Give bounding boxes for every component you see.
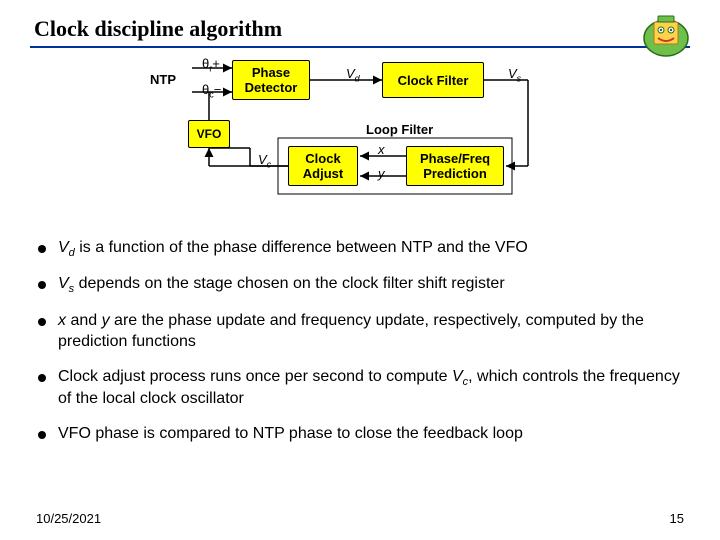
clock-adjust-label: ClockAdjust	[303, 151, 343, 181]
clock-filter-label: Clock Filter	[398, 73, 469, 88]
loop-filter-label: Loop Filter	[366, 122, 433, 137]
vc-label: Vc	[258, 152, 271, 170]
bullet-text: Vd is a function of the phase difference…	[58, 238, 690, 260]
bullet-text: x and y are the phase update and frequen…	[58, 311, 690, 353]
bullet-text: Vs depends on the stage chosen on the cl…	[58, 274, 690, 296]
mascot-icon	[636, 8, 696, 64]
bullet-text: Clock adjust process runs once per secon…	[58, 367, 690, 410]
footer-page: 15	[670, 511, 684, 526]
phase-detector-label: PhaseDetector	[245, 65, 298, 95]
vfo-block: VFO	[188, 120, 230, 148]
theta-r-label: θr+	[202, 56, 220, 74]
bullet-text: VFO phase is compared to NTP phase to cl…	[58, 424, 690, 445]
bullet-icon	[38, 431, 46, 439]
bullet-icon	[38, 374, 46, 382]
theta-c-label: θc−	[202, 82, 221, 100]
block-diagram: NTP θr+ θc− Vd Vs x y Vc Loop Filter Pha…	[150, 56, 580, 226]
vfo-label: VFO	[197, 127, 222, 141]
x-label: x	[378, 142, 385, 157]
bullet-icon	[38, 281, 46, 289]
list-item: Clock adjust process runs once per secon…	[30, 367, 690, 410]
footer-date: 10/25/2021	[36, 511, 101, 526]
list-item: Vd is a function of the phase difference…	[30, 238, 690, 260]
list-item: x and y are the phase update and frequen…	[30, 311, 690, 353]
vs-label: Vs	[508, 66, 521, 84]
page-title: Clock discipline algorithm	[30, 16, 690, 46]
vd-label: Vd	[346, 66, 360, 84]
phase-freq-label: Phase/FreqPrediction	[420, 151, 490, 181]
clock-adjust-block: ClockAdjust	[288, 146, 358, 186]
phase-detector-block: PhaseDetector	[232, 60, 310, 100]
list-item: Vs depends on the stage chosen on the cl…	[30, 274, 690, 296]
bullet-icon	[38, 245, 46, 253]
y-label: y	[378, 166, 385, 181]
ntp-label: NTP	[150, 72, 176, 87]
bullet-icon	[38, 318, 46, 326]
bullet-list: Vd is a function of the phase difference…	[30, 238, 690, 459]
phase-freq-block: Phase/FreqPrediction	[406, 146, 504, 186]
list-item: VFO phase is compared to NTP phase to cl…	[30, 424, 690, 445]
clock-filter-block: Clock Filter	[382, 62, 484, 98]
title-bar: Clock discipline algorithm	[30, 16, 690, 48]
